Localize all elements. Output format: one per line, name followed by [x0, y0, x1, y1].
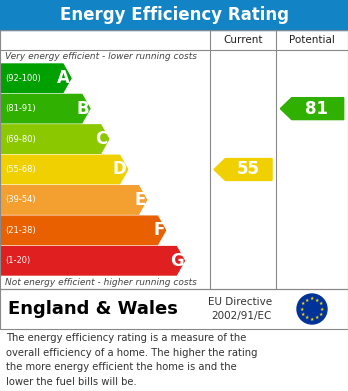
Polygon shape [0, 125, 109, 153]
Text: F: F [153, 221, 165, 239]
Text: ★: ★ [301, 312, 305, 317]
Text: 55: 55 [237, 160, 260, 179]
Text: Potential: Potential [289, 35, 335, 45]
Text: (81-91): (81-91) [5, 104, 35, 113]
Polygon shape [0, 95, 90, 123]
Text: (39-54): (39-54) [5, 196, 35, 204]
Text: B: B [76, 100, 89, 118]
Text: (1-20): (1-20) [5, 256, 30, 265]
Text: ★: ★ [310, 317, 314, 322]
Text: 81: 81 [306, 100, 329, 118]
Text: Current: Current [223, 35, 263, 45]
Text: Very energy efficient - lower running costs: Very energy efficient - lower running co… [5, 52, 197, 61]
Text: Not energy efficient - higher running costs: Not energy efficient - higher running co… [5, 278, 197, 287]
Text: Energy Efficiency Rating: Energy Efficiency Rating [60, 6, 288, 24]
Text: E: E [134, 191, 145, 209]
Text: A: A [57, 69, 70, 87]
Text: ★: ★ [301, 301, 305, 307]
Text: ★: ★ [310, 296, 314, 301]
Text: (92-100): (92-100) [5, 74, 41, 83]
Text: ★: ★ [315, 298, 319, 303]
Bar [0, 30, 348, 289]
Text: (69-80): (69-80) [5, 135, 36, 143]
Text: ★: ★ [319, 312, 323, 317]
Text: England & Wales: England & Wales [8, 300, 178, 318]
Text: ★: ★ [305, 298, 309, 303]
Bar [0, 0, 348, 30]
Circle shape [297, 294, 327, 324]
Text: ★: ★ [315, 315, 319, 320]
Bar [0, 289, 348, 329]
Polygon shape [280, 98, 344, 120]
Text: C: C [96, 130, 108, 148]
Polygon shape [0, 155, 128, 184]
Text: (55-68): (55-68) [5, 165, 36, 174]
Text: (21-38): (21-38) [5, 226, 36, 235]
Text: G: G [170, 252, 183, 270]
Text: ★: ★ [320, 307, 324, 312]
Polygon shape [0, 216, 166, 245]
Polygon shape [0, 186, 147, 214]
Text: D: D [113, 160, 127, 179]
Text: The energy efficiency rating is a measure of the
overall efficiency of a home. T: The energy efficiency rating is a measur… [6, 334, 258, 387]
Text: ★: ★ [300, 307, 304, 312]
Text: EU Directive
2002/91/EC: EU Directive 2002/91/EC [208, 298, 272, 321]
Text: ★: ★ [319, 301, 323, 307]
Polygon shape [0, 247, 184, 275]
Polygon shape [214, 158, 272, 181]
Text: ★: ★ [305, 315, 309, 320]
Polygon shape [0, 64, 71, 92]
